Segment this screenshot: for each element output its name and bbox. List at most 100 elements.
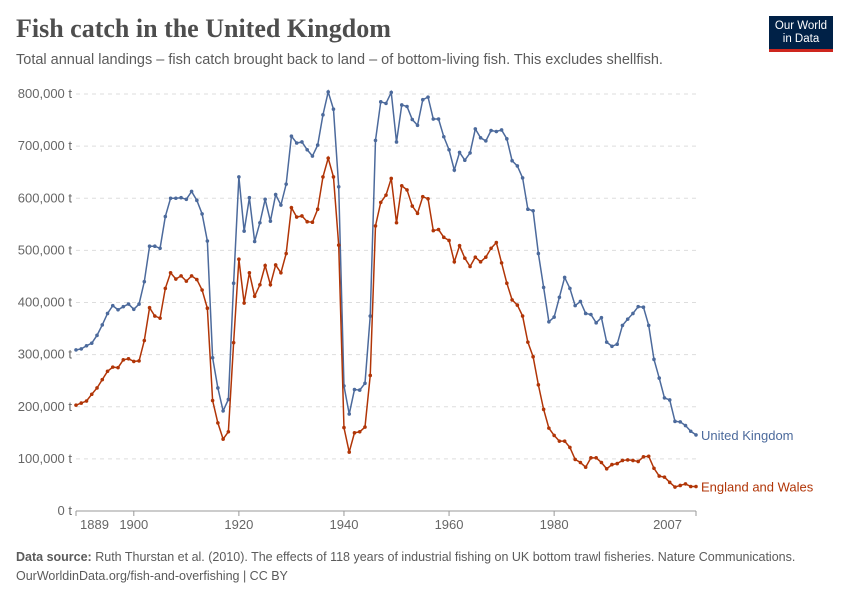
data-point [499,261,504,265]
data-point [431,228,436,233]
data-point [484,255,488,259]
data-point [347,412,352,416]
data-point [163,286,168,291]
footer: Data source: Ruth Thurstan et al. (2010)… [16,548,795,586]
data-point [426,196,430,201]
data-point [268,282,273,287]
data-point [662,396,667,400]
data-point [631,311,635,316]
data-point [226,397,231,402]
data-point [641,305,646,309]
data-point [405,188,409,192]
data-point [252,294,257,299]
data-point [368,314,373,318]
data-point [578,299,583,304]
data-point [95,386,99,390]
data-point [541,407,546,412]
data-point [221,409,225,413]
data-point [237,257,241,262]
data-point [520,176,525,180]
data-point [153,314,157,318]
data-point [163,214,168,219]
data-point [158,316,162,320]
data-point [678,483,683,488]
source-label: Data source: [16,550,92,564]
data-point [326,90,331,94]
data-point [431,117,436,121]
data-point [646,454,651,459]
logo-line-1: Our World [774,19,828,32]
x-tick-label: 1980 [540,517,569,532]
data-point [336,184,341,189]
data-point [599,315,604,320]
data-point [147,244,152,249]
data-point [646,323,651,328]
data-point [389,176,394,181]
chart-title: Fish catch in the United Kingdom [16,14,391,43]
y-tick-label: 500,000 t [18,242,73,257]
data-point [694,433,698,437]
data-point [89,341,94,345]
data-point [363,425,367,429]
data-point [573,303,577,308]
data-point [515,303,520,307]
data-point [231,340,236,345]
y-tick-label: 700,000 t [18,138,73,153]
data-point [247,195,252,200]
data-point [410,117,415,122]
data-point [505,281,509,286]
y-tick-label: 400,000 t [18,295,73,310]
data-point [189,189,194,194]
data-point [315,143,320,147]
y-tick-label: 100,000 t [18,451,73,466]
data-point [105,311,110,316]
data-point [636,304,641,309]
data-point [384,193,388,197]
data-point [610,344,614,349]
data-point [652,466,656,471]
data-point [315,207,320,211]
series-line-0 [75,89,697,436]
data-point [484,139,488,143]
data-point [116,307,120,312]
data-point [667,398,672,402]
data-point [284,251,288,256]
data-point [200,288,204,292]
series-label: England and Wales [701,480,814,495]
data-point [436,227,441,232]
data-point [174,277,178,281]
data-point [142,338,147,343]
data-point [510,298,514,302]
data-point [142,279,147,284]
data-point [399,103,404,107]
y-tick-label: 800,000 t [18,86,73,101]
data-point [205,239,210,243]
data-point [153,244,157,249]
data-point [636,459,641,464]
data-point [589,312,593,317]
data-point [137,359,141,363]
data-point [526,207,530,211]
data-point [473,255,478,259]
data-point [268,219,273,223]
data-point [247,270,252,275]
data-point [599,460,604,465]
owid-logo[interactable]: Our World in Data [769,16,833,52]
data-point [610,462,614,467]
data-point [615,342,619,347]
data-point [205,306,210,311]
footer-link[interactable]: OurWorldinData.org/fish-and-overfishing … [16,569,288,583]
data-point [368,373,373,378]
data-point [137,302,141,306]
data-point [394,220,399,225]
data-point [110,303,115,308]
chart-subtitle: Total annual landings – fish catch broug… [16,52,663,68]
data-point [452,168,457,172]
x-tick-label: 1889 [80,517,109,532]
data-point [263,197,267,202]
data-point [79,347,84,351]
data-point [189,274,194,278]
data-point [357,388,362,392]
data-point [74,403,78,407]
data-point [195,198,199,203]
